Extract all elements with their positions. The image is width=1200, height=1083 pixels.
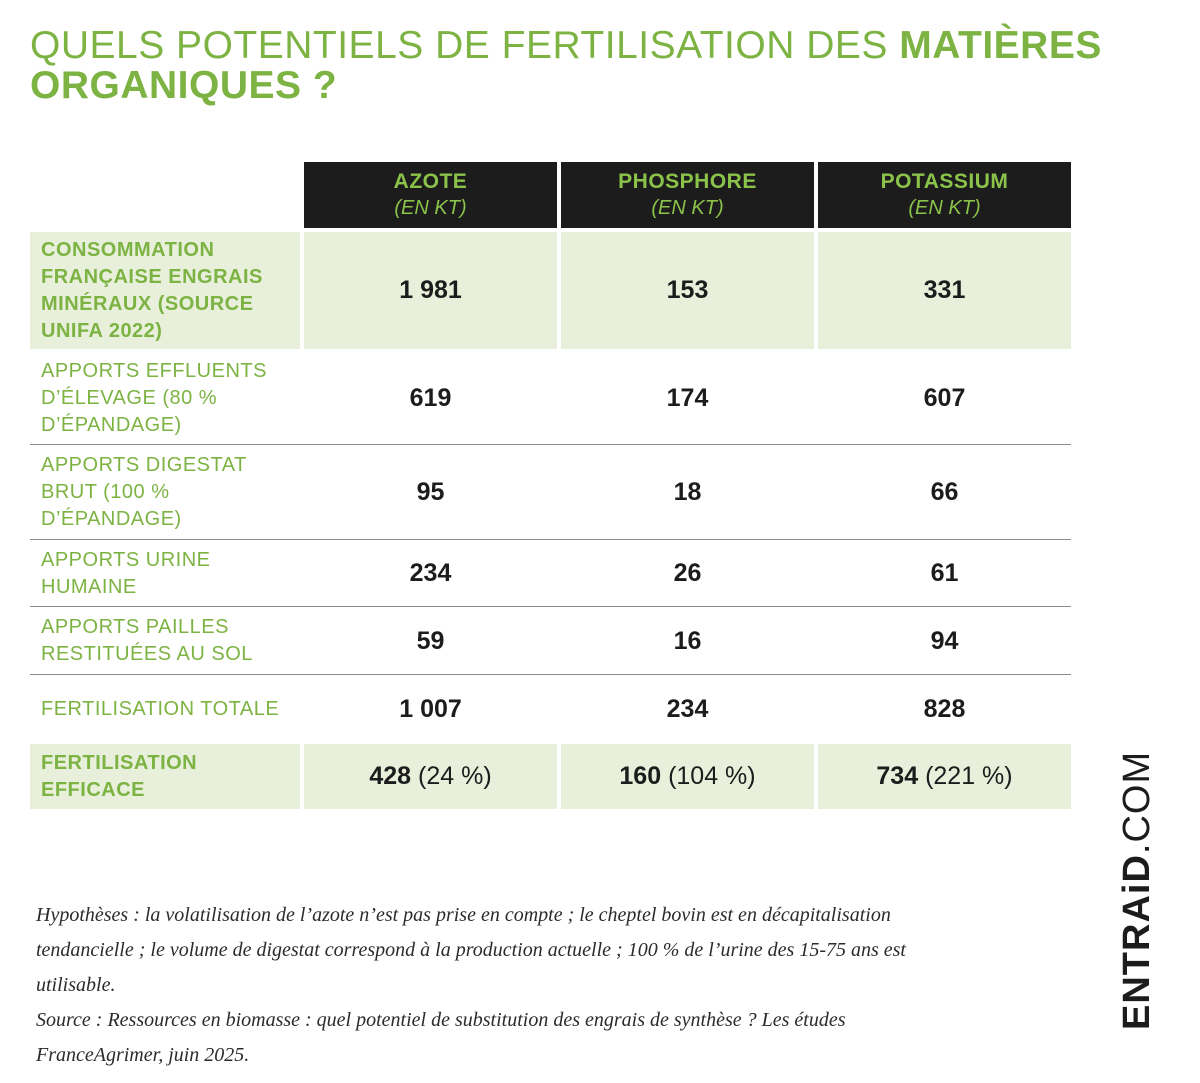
row-divider xyxy=(30,444,1071,445)
brand-logo: ENTRAiD.COM xyxy=(1116,751,1159,1030)
cell-percent: (104 %) xyxy=(668,762,756,790)
table-cell: 174 xyxy=(666,384,709,412)
brand-name: ENTRAiD xyxy=(1116,854,1158,1030)
row-label-pailles: APPORTS PAILLES RESTITUÉES AU SOL xyxy=(41,616,253,665)
table-cell: 18 xyxy=(673,478,702,506)
column-unit: (EN KT) xyxy=(651,197,724,219)
column-name: POTASSIUM xyxy=(880,170,1009,193)
source-note: Source : Ressources en biomasse : quel p… xyxy=(36,1009,846,1066)
column-name: AZOTE xyxy=(393,170,468,193)
cell-percent: (221 %) xyxy=(925,762,1013,790)
table-cell: 828 xyxy=(923,694,966,723)
table-cell: 59 xyxy=(416,626,445,655)
hypotheses-note: Hypothèses : la volatilisation de l’azot… xyxy=(36,904,906,996)
column-name: PHOSPHORE xyxy=(618,170,757,193)
cell-value: 734 xyxy=(876,762,919,790)
cell-value: 160 xyxy=(619,762,662,790)
table-cell: 61 xyxy=(930,559,959,587)
table-cell: 234 xyxy=(409,559,452,587)
column-header-azote: AZOTE (EN KT) xyxy=(304,162,557,228)
table-cell: 153 xyxy=(561,232,814,349)
row-label-effluents: APPORTS EFFLUENTS D’ÉLEVAGE (80 % D’ÉPAN… xyxy=(41,360,267,436)
column-header-potassium: POTASSIUM (EN KT) xyxy=(818,162,1071,228)
cell-value: 428 xyxy=(369,762,412,790)
row-label-consommation: CONSOMMATION FRANÇAISE ENGRAIS MINÉRAUX … xyxy=(30,232,300,349)
row-divider xyxy=(30,606,1071,607)
table-cell: 94 xyxy=(930,626,959,655)
table-cell: 16 xyxy=(673,626,702,655)
row-divider xyxy=(30,674,1071,675)
table-cell: 234 xyxy=(666,694,709,723)
title-light: QUELS POTENTIELS DE FERTILISATION DES xyxy=(30,24,900,67)
row-divider xyxy=(30,539,1071,540)
row-label-fertilisation-totale: FERTILISATION TOTALE xyxy=(41,697,280,720)
row-label-fertilisation-efficace: FERTILISATION EFFICACE xyxy=(30,744,300,809)
table-cell: 428 (24 %) xyxy=(304,744,557,809)
table-cell: 160 (104 %) xyxy=(561,744,814,809)
table-cell: 66 xyxy=(930,478,959,506)
table-cell: 331 xyxy=(818,232,1071,349)
table-cell: 619 xyxy=(409,384,452,412)
row-label-urine: APPORTS URINE HUMAINE xyxy=(41,548,211,598)
column-unit: (EN KT) xyxy=(394,197,467,219)
table-cell: 26 xyxy=(673,559,702,587)
title-bold-1: MATIÈRES xyxy=(899,24,1102,67)
page-title: QUELS POTENTIELS DE FERTILISATION DES MA… xyxy=(30,26,1150,106)
column-header-phosphore: PHOSPHORE (EN KT) xyxy=(561,162,814,228)
table-cell: 95 xyxy=(416,478,445,506)
title-bold-2: ORGANIQUES ? xyxy=(30,64,338,107)
table-cell: 607 xyxy=(923,384,966,412)
cell-percent: (24 %) xyxy=(418,762,492,790)
table-cell: 734 (221 %) xyxy=(818,744,1071,809)
brand-suffix: .COM xyxy=(1116,750,1158,855)
table-cell: 1 981 xyxy=(304,232,557,349)
footnotes: Hypothèses : la volatilisation de l’azot… xyxy=(36,898,916,1073)
column-unit: (EN KT) xyxy=(908,197,981,219)
row-label-digestat: APPORTS DIGESTAT BRUT (100 % D’ÉPANDAGE) xyxy=(41,454,247,530)
table-cell: 1 007 xyxy=(399,694,462,723)
